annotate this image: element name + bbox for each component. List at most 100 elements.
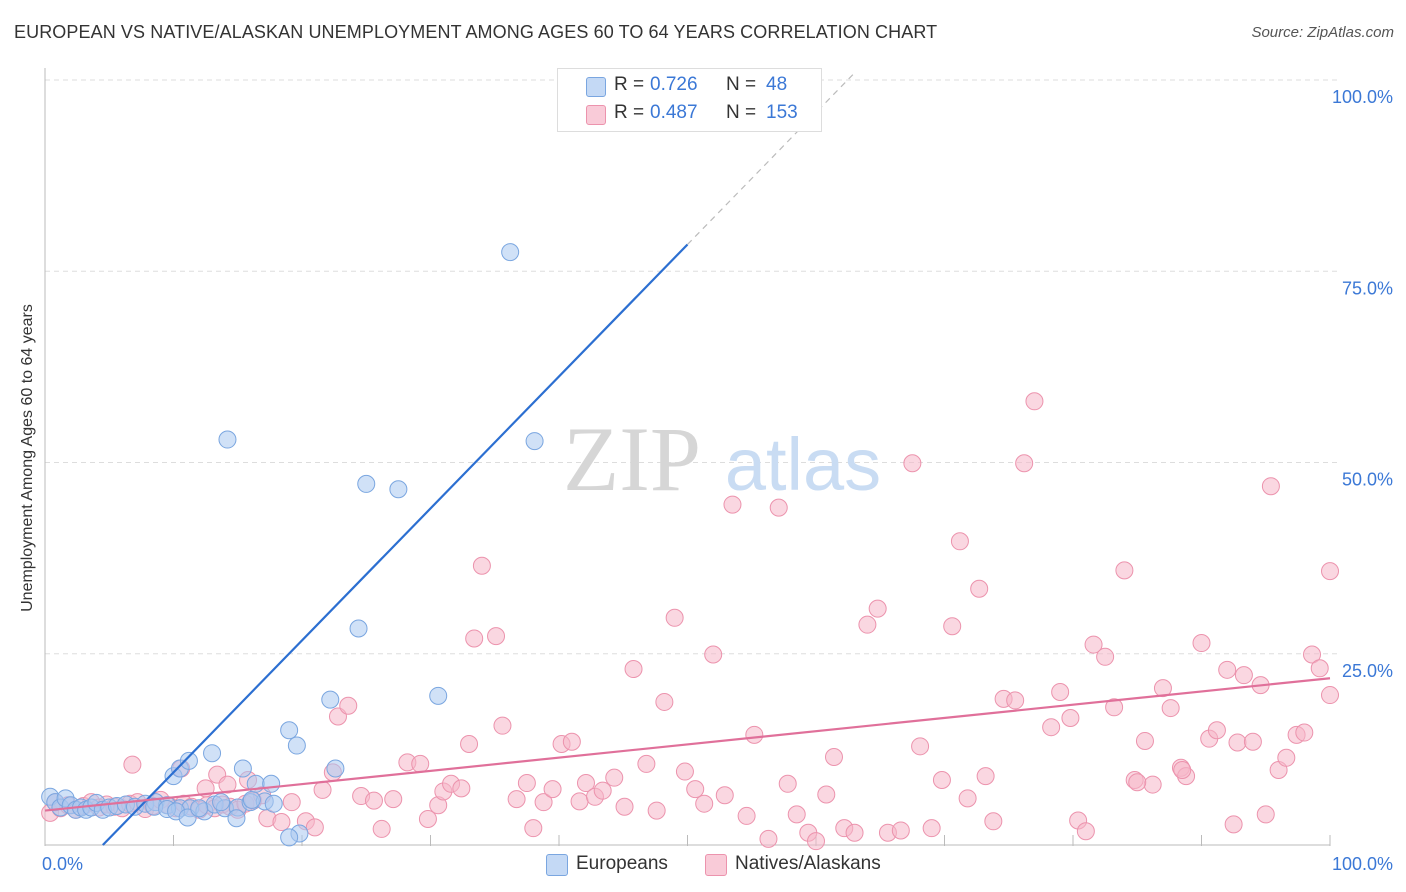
native-point [1061, 709, 1080, 728]
trend-lines [44, 72, 1331, 846]
native-point [593, 781, 612, 800]
native-point [958, 789, 977, 808]
european-point [179, 751, 198, 770]
native-point [695, 794, 714, 813]
legend-swatch-europeans [546, 854, 568, 876]
european-point [190, 799, 209, 818]
european-point [525, 432, 544, 451]
native-point [1295, 723, 1314, 742]
native-point [1128, 773, 1147, 792]
native-point [950, 532, 969, 551]
europeans-trend-extension [687, 72, 855, 245]
native-point [372, 819, 391, 838]
native-point [1025, 392, 1044, 411]
stats-legend: R = 0.726 N = 48 R = 0.487 N = 153 [557, 68, 822, 132]
native-point [123, 755, 142, 774]
native-point [1084, 635, 1103, 654]
native-point [282, 793, 301, 812]
watermark: ZIP atlas [563, 408, 881, 510]
native-point [1321, 686, 1339, 705]
native-point [675, 762, 694, 781]
european-point [264, 794, 283, 813]
europeans-points [41, 243, 544, 847]
native-point [272, 813, 291, 832]
native-point [1261, 477, 1280, 496]
legend-swatch-natives [586, 105, 606, 125]
native-point [487, 627, 506, 646]
native-point [769, 498, 788, 517]
native-point [1006, 691, 1025, 710]
native-point [384, 790, 403, 809]
native-point [1218, 660, 1237, 679]
native-point [624, 660, 643, 679]
native-point [524, 819, 543, 838]
source-credit: Source: ZipAtlas.com [1251, 24, 1394, 41]
native-point [1207, 721, 1226, 740]
native-point [868, 599, 887, 618]
european-point [429, 686, 448, 705]
european-point [287, 736, 306, 755]
legend-row-europeans: R = 0.726 N = 48 [558, 71, 821, 99]
legend-r-value: 0.487 [650, 102, 698, 123]
european-point [501, 243, 520, 262]
native-point [1076, 822, 1095, 841]
native-point [339, 696, 358, 715]
native-point [562, 732, 581, 751]
european-point [389, 480, 408, 499]
european-point [262, 774, 281, 793]
legend-label-europeans: Europeans [576, 853, 668, 874]
european-point [218, 430, 237, 449]
legend-n-value: 153 [766, 102, 798, 123]
native-point [647, 801, 666, 820]
legend-n-value: 48 [766, 74, 788, 95]
native-point [411, 754, 430, 773]
native-point [1153, 679, 1172, 698]
native-point [778, 774, 797, 793]
tick-labels: 25.0% 50.0% 75.0% 100.0% 0.0% 100.0% [42, 87, 1393, 874]
legend-swatch-natives [705, 854, 727, 876]
native-point [465, 629, 484, 648]
native-point [305, 818, 324, 837]
european-point [280, 721, 299, 740]
native-point [759, 829, 778, 848]
native-point [976, 767, 995, 786]
native-point [984, 812, 1003, 831]
native-point [807, 832, 825, 851]
european-point [233, 759, 252, 778]
native-point [1192, 634, 1211, 653]
native-point [891, 821, 910, 840]
native-point [858, 615, 877, 634]
native-point [943, 617, 962, 636]
native-point [723, 495, 742, 514]
native-point [1096, 647, 1115, 666]
native-point [1135, 731, 1154, 750]
watermark-atlas: atlas [725, 423, 881, 506]
native-point [1115, 561, 1134, 580]
native-point [787, 805, 806, 824]
native-point [665, 608, 684, 627]
native-point [534, 793, 553, 812]
european-point [203, 744, 222, 763]
native-point [970, 579, 989, 598]
native-point [1224, 815, 1243, 834]
y-axis-label: Unemployment Among Ages 60 to 64 years [19, 304, 36, 612]
native-point [418, 809, 437, 828]
native-point [704, 645, 723, 664]
legend-r-value: 0.726 [650, 74, 698, 95]
native-point [715, 786, 734, 805]
native-point [1234, 666, 1253, 685]
native-point [737, 806, 756, 825]
legend-r-label: R = [614, 74, 645, 95]
y-tick-label: 50.0% [1342, 470, 1393, 490]
natives-trend-line [44, 677, 1331, 812]
native-point [1173, 761, 1192, 780]
native-point [460, 735, 479, 754]
y-tick-label: 100.0% [1332, 87, 1393, 107]
native-point [922, 819, 941, 838]
native-point [845, 823, 864, 842]
european-point [212, 793, 231, 812]
european-point [357, 474, 376, 493]
native-point [1256, 805, 1275, 824]
european-point [321, 690, 340, 709]
